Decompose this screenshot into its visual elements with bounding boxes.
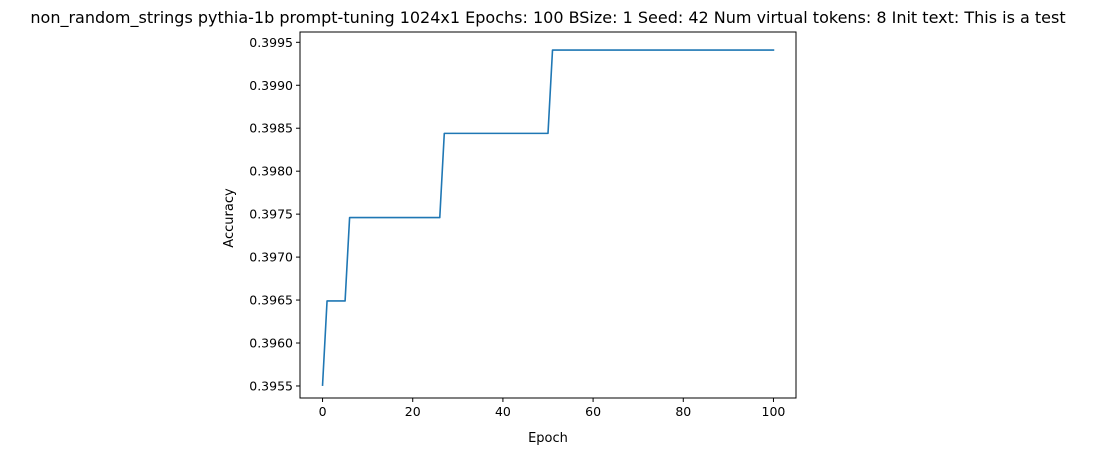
- x-tick-label: 40: [495, 404, 511, 419]
- y-axis: 0.3955 0.3960 0.3965 0.3970 0.3975 0.3980 0.39…: [249, 35, 300, 393]
- x-tick-label: 20: [405, 404, 421, 419]
- y-tick-label: 0.3965: [249, 293, 293, 308]
- plot-area: 0 20 40 60 80 100 0.39550.39600.39650.39700.3…: [249, 31, 797, 419]
- x-tick-label: 80: [675, 404, 691, 419]
- y-tick-label: 0.3975: [249, 207, 293, 222]
- x-axis: 0 20 40 60 80 100: [319, 398, 786, 419]
- x-tick-label: 0: [319, 404, 327, 419]
- plot-frame: [299, 31, 797, 399]
- x-axis-label: Epoch: [528, 431, 568, 446]
- series-layer: [321, 49, 775, 386]
- y-tick-label: 0.3990: [249, 78, 293, 93]
- x-tick-label: 60: [585, 404, 601, 419]
- y-tick-label: 0.3955: [249, 378, 293, 393]
- x-tick-label: 100: [762, 404, 786, 419]
- y-tick-label: 0.3980: [249, 164, 293, 179]
- chart-title: non_random_strings pythia-1b prompt-tuni…: [30, 8, 1065, 28]
- y-tick-label: 0.3960: [249, 336, 293, 351]
- y-tick-label: 0.3995: [249, 35, 293, 50]
- series-line: [321, 49, 775, 386]
- y-tick-label: 0.3970: [249, 250, 293, 265]
- y-tick-label: 0.3985: [249, 121, 293, 136]
- y-axis-label: Accuracy: [222, 188, 237, 248]
